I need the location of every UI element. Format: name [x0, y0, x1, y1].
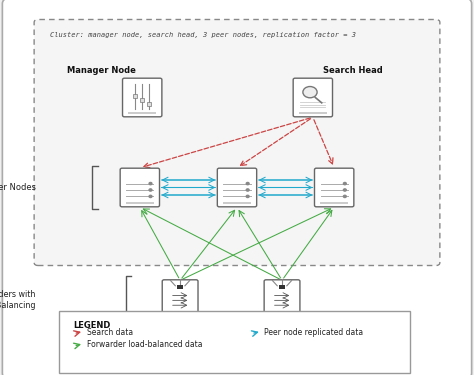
FancyBboxPatch shape	[120, 168, 159, 207]
Bar	[320, 202, 348, 204]
Bar	[279, 285, 285, 289]
Bar	[269, 315, 295, 318]
Circle shape	[343, 189, 346, 191]
Text: Search Head: Search Head	[323, 66, 383, 75]
Circle shape	[303, 87, 317, 98]
Bar	[128, 112, 156, 114]
Text: Cluster: manager node, search head, 3 peer nodes, replication factor = 3: Cluster: manager node, search head, 3 pe…	[50, 32, 356, 38]
Circle shape	[149, 195, 152, 198]
Bar	[299, 112, 327, 114]
FancyBboxPatch shape	[34, 20, 440, 266]
Text: Manager Node: Manager Node	[67, 66, 137, 75]
FancyBboxPatch shape	[264, 280, 300, 320]
Circle shape	[149, 183, 152, 185]
FancyBboxPatch shape	[122, 78, 162, 117]
Text: Forwarders with
Load Balancing: Forwarders with Load Balancing	[0, 290, 36, 310]
Circle shape	[149, 189, 152, 191]
FancyBboxPatch shape	[162, 280, 198, 320]
Text: Peer node replicated data: Peer node replicated data	[264, 328, 364, 337]
Bar	[140, 98, 144, 102]
Circle shape	[343, 195, 346, 198]
Text: LEGEND: LEGEND	[73, 321, 111, 330]
Bar	[177, 285, 183, 289]
Circle shape	[343, 183, 346, 185]
Circle shape	[246, 195, 249, 198]
Text: Search data: Search data	[87, 328, 133, 337]
FancyBboxPatch shape	[59, 311, 410, 373]
Text: Peer Nodes: Peer Nodes	[0, 183, 36, 192]
Bar	[133, 94, 137, 98]
Bar	[126, 202, 154, 204]
Circle shape	[246, 189, 249, 191]
Bar	[147, 102, 151, 106]
FancyBboxPatch shape	[293, 78, 333, 117]
Bar	[223, 202, 251, 204]
FancyBboxPatch shape	[217, 168, 257, 207]
FancyBboxPatch shape	[314, 168, 354, 207]
Text: Forwarder load-balanced data: Forwarder load-balanced data	[87, 340, 202, 349]
Circle shape	[246, 183, 249, 185]
Bar	[167, 315, 193, 318]
